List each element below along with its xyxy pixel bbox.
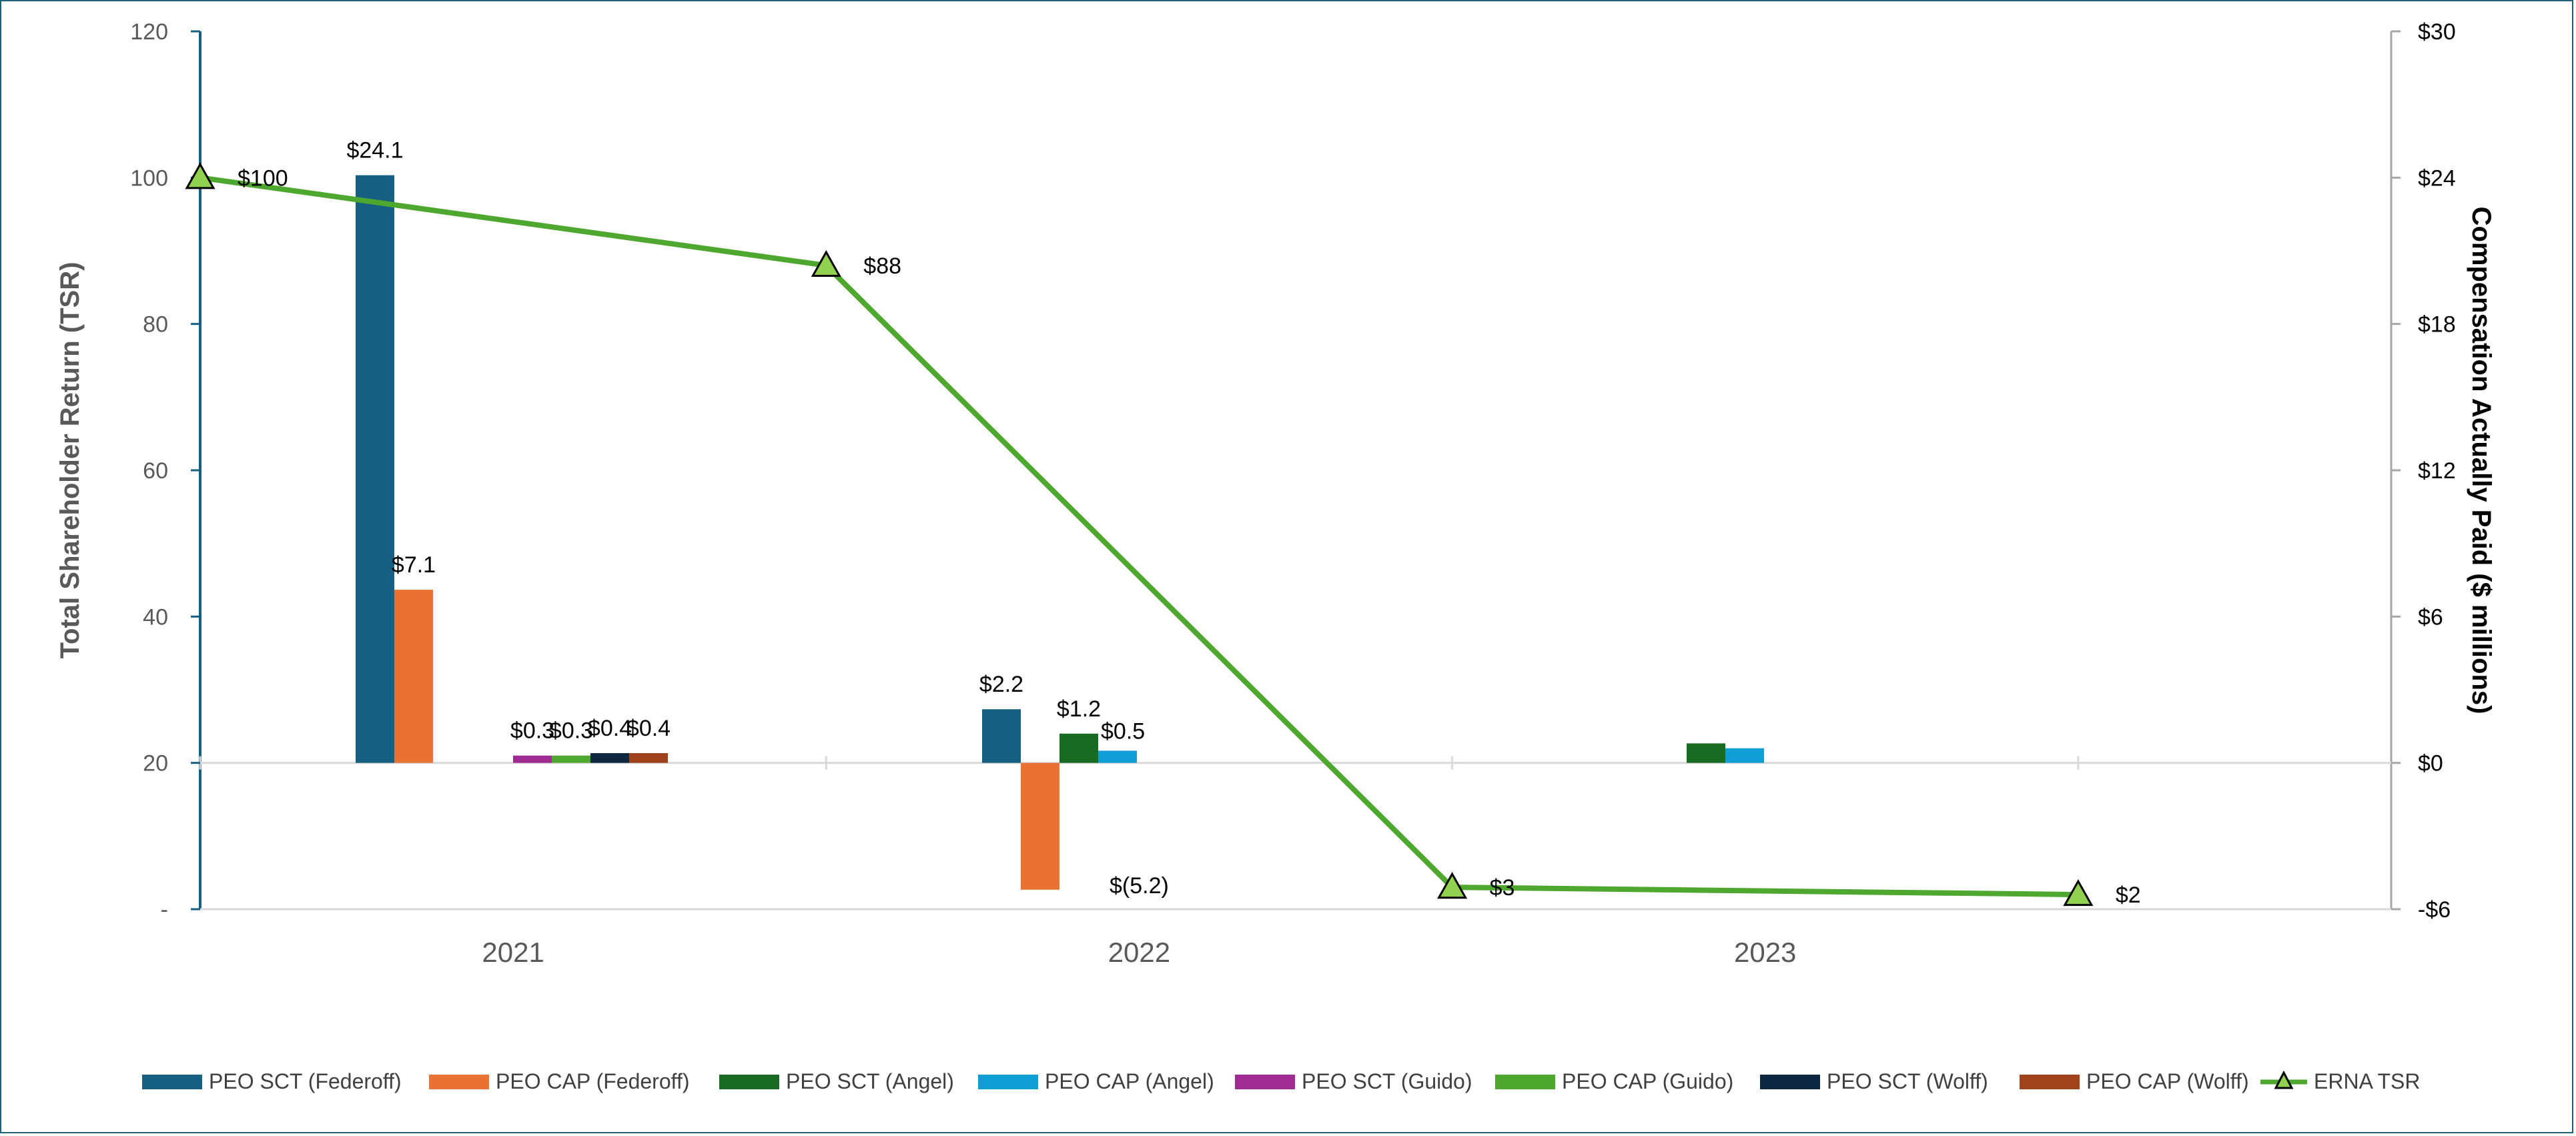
legend-label: PEO CAP (Angel) <box>1045 1069 1214 1093</box>
bar-peo-cap-federoff- <box>1021 762 1059 890</box>
legend-label: PEO SCT (Wolff) <box>1827 1069 1988 1093</box>
tsr-line-layer <box>185 162 2094 907</box>
tsr-marker <box>811 249 841 277</box>
bar-peo-sct-angel- <box>1687 743 1725 763</box>
left-tick-label: 120 <box>130 19 168 45</box>
legend-item: PEO CAP (Angel) <box>978 1069 1214 1093</box>
left-axis-title: Total Shareholder Return (TSR) <box>55 262 85 659</box>
right-tick-label: $12 <box>2418 458 2456 484</box>
bar-data-label: $2.2 <box>979 672 1023 697</box>
legend-swatch <box>429 1075 489 1089</box>
legend-swatch <box>1495 1075 1555 1089</box>
bar-peo-cap-wolff- <box>629 753 668 763</box>
legend-label: PEO SCT (Guido) <box>1302 1069 1472 1093</box>
right-tick-label: $0 <box>2418 751 2443 776</box>
legend-swatch <box>719 1075 779 1089</box>
right-axis-title: Compensation Actually Paid ($ millions) <box>2467 207 2496 714</box>
tsr-data-label: $2 <box>2116 883 2141 908</box>
legend-item: PEO SCT (Wolff) <box>1760 1069 1988 1093</box>
legend-item: PEO CAP (Guido) <box>1495 1069 1733 1093</box>
legend-label: PEO CAP (Guido) <box>1562 1069 1733 1093</box>
legend-label: PEO CAP (Federoff) <box>496 1069 689 1093</box>
right-tick-label: $30 <box>2418 19 2456 45</box>
left-tick-label: - <box>161 897 168 923</box>
bar-data-label: $0.4 <box>588 716 632 741</box>
legend-swatch <box>1760 1075 1820 1089</box>
tsr-data-label: $100 <box>238 165 288 191</box>
legend-swatch <box>142 1075 202 1089</box>
bar-peo-sct-angel- <box>1059 733 1098 763</box>
data-labels-layer: $24.1$7.1$0.3$0.3$0.4$0.4$2.2$(5.2)$1.2$… <box>238 138 2141 908</box>
bar-peo-sct-wolff- <box>590 753 629 763</box>
tsr-line <box>199 175 2078 898</box>
legend: PEO SCT (Federoff) PEO CAP (Federoff) PEO … <box>142 1069 2420 1093</box>
tsr-marker <box>2063 879 2094 907</box>
bar-peo-sct-federoff- <box>982 709 1021 763</box>
legend-label: PEO SCT (Federoff) <box>209 1069 402 1093</box>
legend-item: PEO CAP (Federoff) <box>429 1069 689 1093</box>
legend-label: ERNA TSR <box>2314 1069 2420 1093</box>
legend-swatch <box>2020 1075 2080 1089</box>
bar-data-label: $0.4 <box>626 716 671 741</box>
bars-layer <box>356 175 1764 890</box>
legend-label: PEO CAP (Wolff) <box>2086 1069 2249 1093</box>
tsr-data-label: $88 <box>863 253 901 279</box>
bar-peo-cap-federoff- <box>394 590 433 763</box>
axes-layer: - 20 40 60 80 100 120 -$6 $0 $6 $12 $18 $24 $30 2021 20… <box>130 19 2455 968</box>
legend-item: ERNA TSR <box>2260 1069 2420 1093</box>
legend-triangle-icon <box>2274 1070 2294 1089</box>
bar-data-label: $0.3 <box>510 718 554 744</box>
legend-swatch <box>1235 1075 1295 1089</box>
legend-item: PEO SCT (Federoff) <box>142 1069 402 1093</box>
bar-peo-sct-federoff- <box>356 175 394 763</box>
bar-peo-cap-angel- <box>1098 750 1137 763</box>
category-label: 2022 <box>1108 937 1170 968</box>
legend-item: PEO SCT (Angel) <box>719 1069 954 1093</box>
bar-data-label: $0.3 <box>549 718 593 744</box>
left-tick-label: 60 <box>143 458 168 484</box>
legend-swatch <box>978 1075 1038 1089</box>
right-tick-label: -$6 <box>2418 897 2451 923</box>
category-label: 2023 <box>1734 937 1796 968</box>
legend-item: PEO CAP (Wolff) <box>2020 1069 2249 1093</box>
tsr-marker <box>185 162 216 189</box>
left-tick-label: 80 <box>143 312 168 338</box>
tsr-data-label: $3 <box>1490 875 1515 901</box>
left-tick-label: 20 <box>143 751 168 776</box>
legend-item: PEO SCT (Guido) <box>1235 1069 1472 1093</box>
bar-peo-cap-angel- <box>1725 748 1764 763</box>
right-tick-label: $6 <box>2418 604 2443 630</box>
tsr-marker <box>1437 872 1468 899</box>
bar-peo-sct-guido- <box>513 755 552 763</box>
bar-data-label: $1.2 <box>1057 696 1101 722</box>
legend-label: PEO SCT (Angel) <box>786 1069 954 1093</box>
bar-data-label: $(5.2) <box>1110 873 1169 899</box>
bar-data-label: $0.5 <box>1101 718 1145 744</box>
category-label: 2021 <box>482 937 544 968</box>
bar-data-label: $7.1 <box>392 552 436 578</box>
bar-peo-cap-guido- <box>552 755 590 763</box>
left-tick-label: 100 <box>130 165 168 191</box>
right-tick-label: $18 <box>2418 312 2456 338</box>
bar-data-label: $24.1 <box>346 138 403 163</box>
right-tick-label: $24 <box>2418 165 2456 191</box>
left-tick-label: 40 <box>143 604 168 630</box>
